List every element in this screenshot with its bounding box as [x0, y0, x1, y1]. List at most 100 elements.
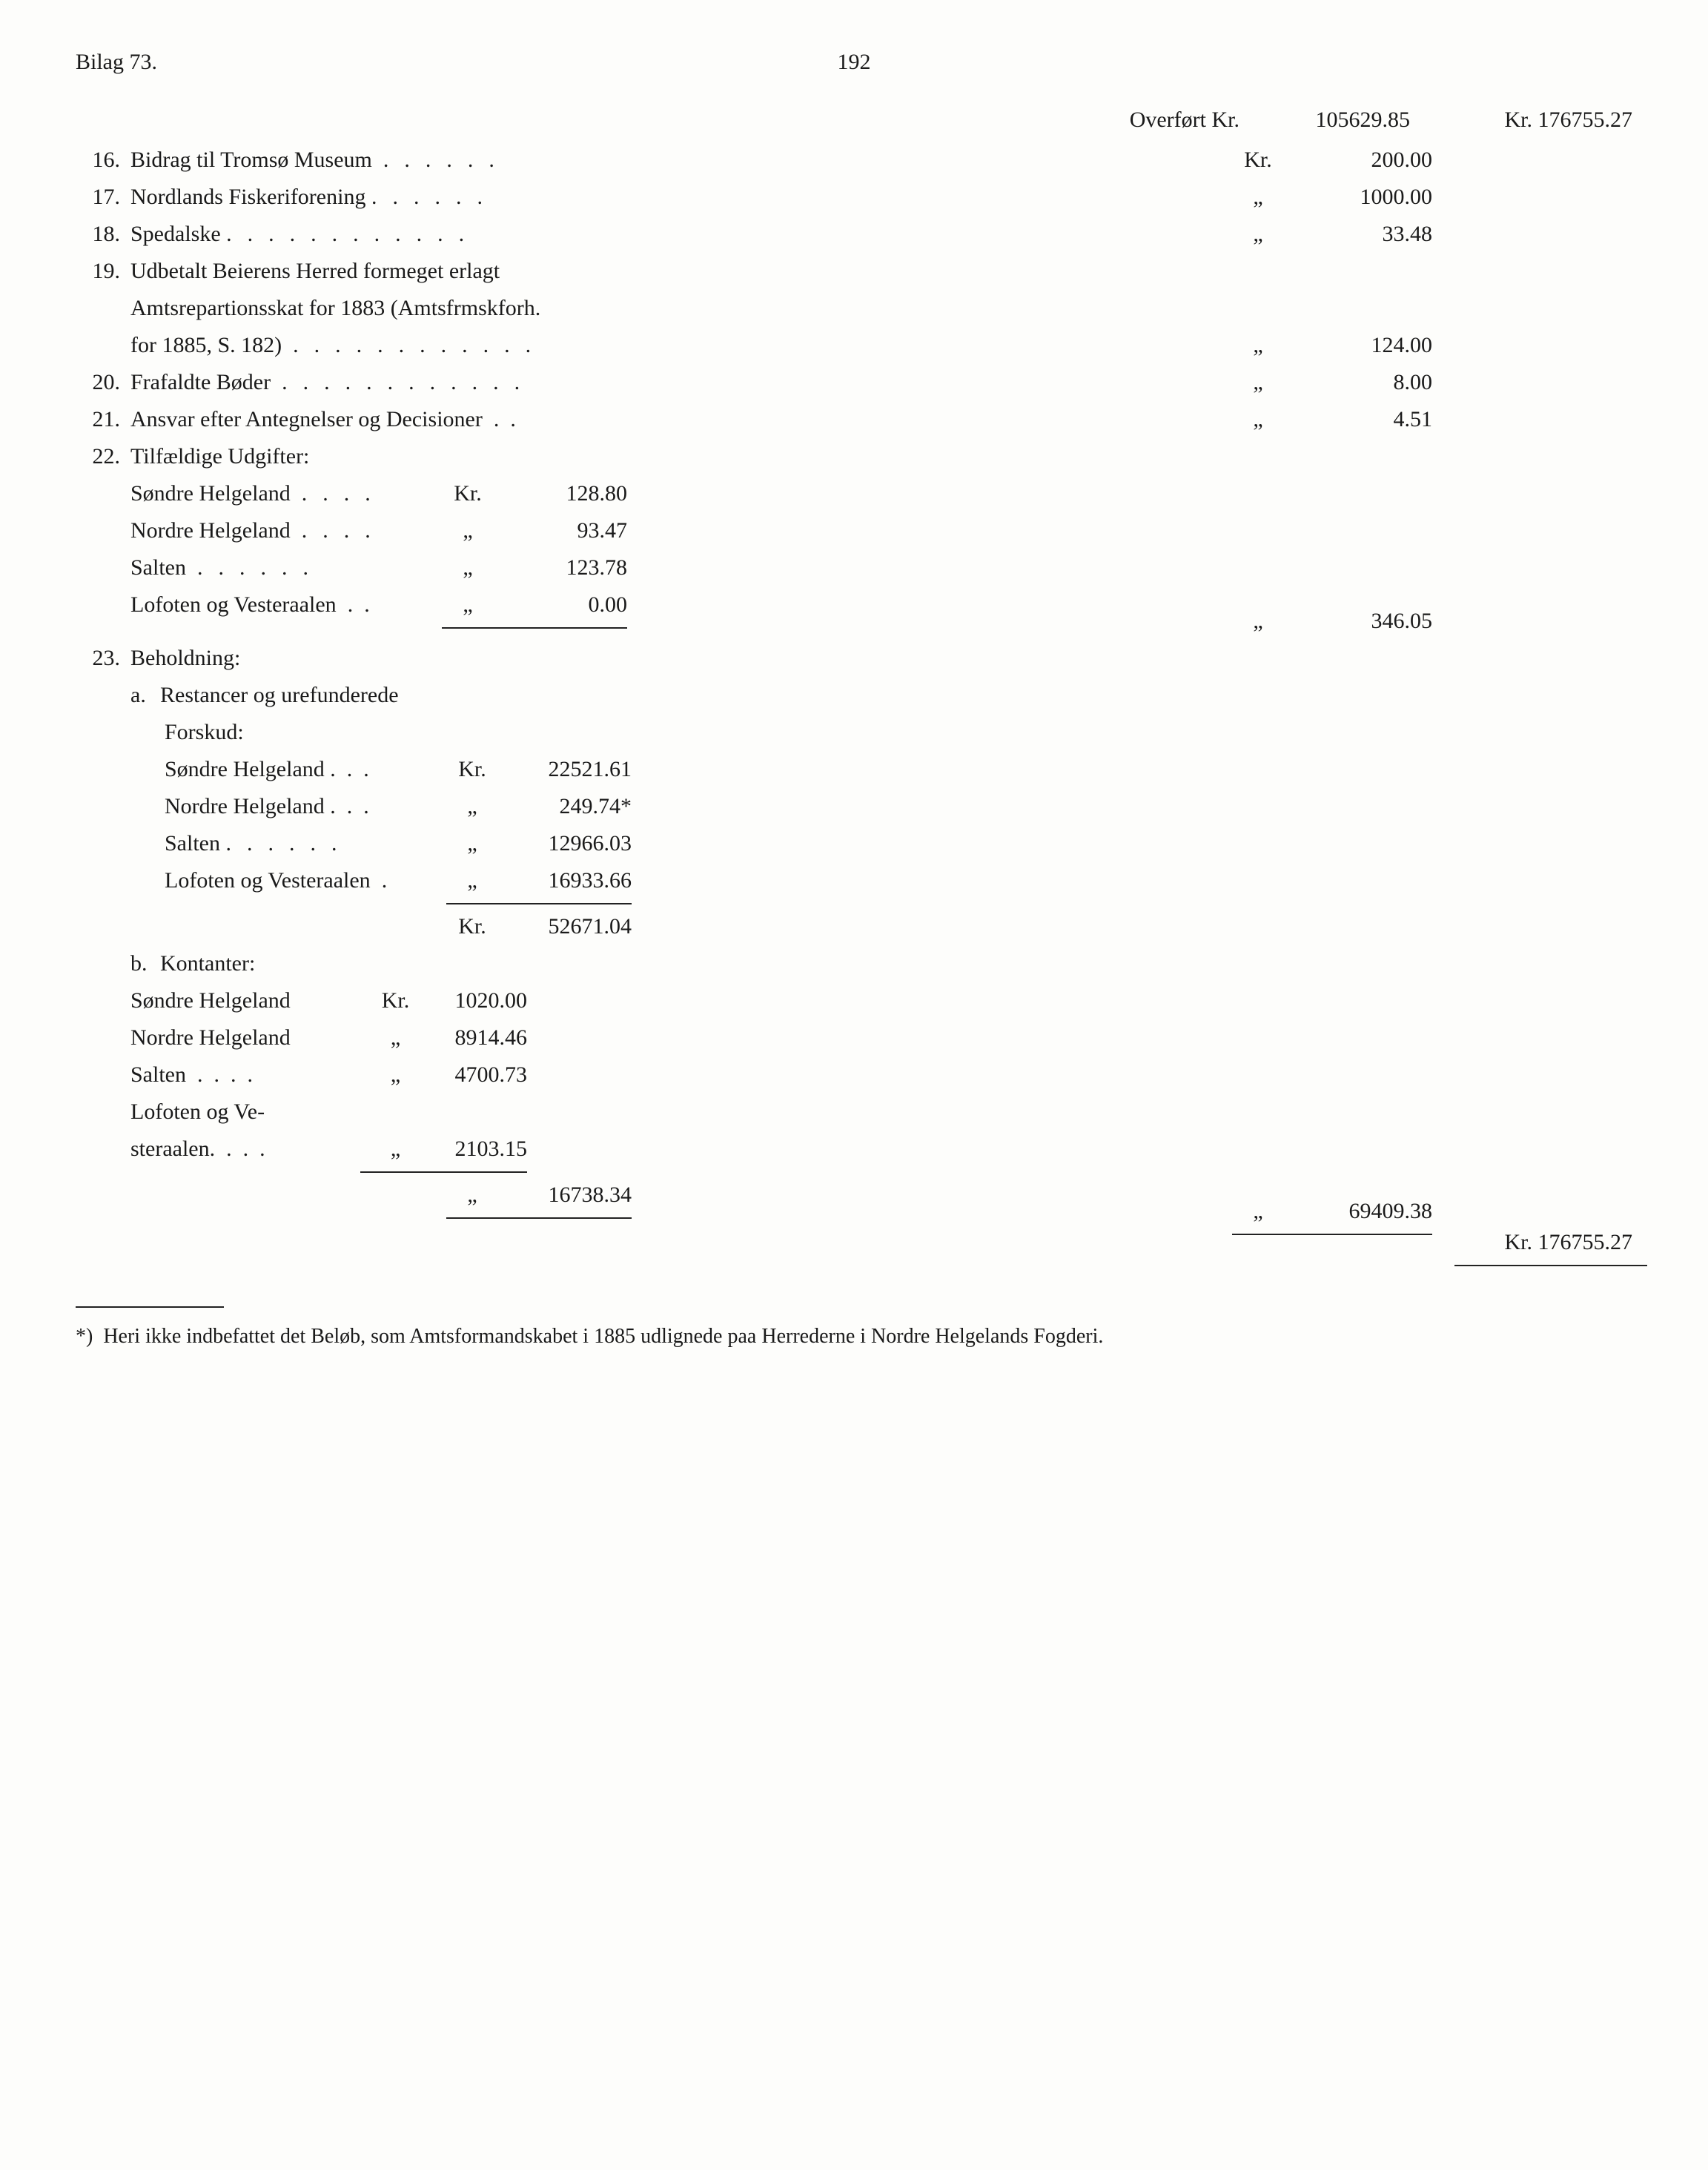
sub-amount: 1020.00 [416, 983, 527, 1019]
sub-amount: 22521.61 [498, 752, 632, 787]
sub-amount: 123.78 [494, 550, 627, 586]
row-curr: „ [1232, 328, 1284, 363]
sub-curr: Kr. [446, 909, 498, 945]
sub-desc: Salten [165, 826, 446, 861]
leader-dots [197, 555, 310, 580]
row-20: 20. Frafaldte Bøder „ 8.00 [76, 365, 1632, 400]
sub-curr: „ [375, 1020, 416, 1056]
sub-desc: Nordre Helgeland [130, 513, 442, 549]
row-23a-2: Nordre Helgeland . . . „ 249.74* [76, 789, 1632, 824]
row-23b-title: b. Kontanter: [76, 946, 1632, 982]
row-num: 17. [76, 179, 130, 215]
sub-title: Restancer og urefunderede [160, 678, 399, 713]
row-desc-text: Spedalske [130, 222, 221, 246]
sub-curr: „ [446, 789, 498, 824]
grand-rule [1454, 1265, 1647, 1266]
row-num: 18. [76, 216, 130, 252]
carried-forward-right: Kr. 176755.27 [1440, 102, 1632, 138]
row-23b-rule [76, 1168, 1632, 1176]
footnote-mark: *) [76, 1325, 93, 1348]
row-desc-text: Ansvar efter Antegnelser og Decisioner [130, 407, 483, 431]
row-curr: „ [1232, 179, 1284, 215]
sub-desc: Lofoten og Vesteraalen . [165, 863, 446, 899]
row-num: 22. [76, 439, 130, 474]
row-23a-rule [76, 900, 1632, 907]
row-num: 16. [76, 142, 130, 178]
sub-amount: 0.00 [494, 587, 627, 623]
footnote-rule [76, 1306, 224, 1308]
leader-dots [302, 481, 372, 506]
grand-total: Kr. 176755.27 [1454, 1225, 1632, 1260]
row-22-sub3: Salten „ 123.78 [76, 550, 1632, 586]
leader-dots [282, 370, 521, 394]
leader-dots [371, 185, 484, 209]
footnote: *) Heri ikke indbefattet det Beløb, som … [76, 1321, 1551, 1352]
carried-forward-mid: 105629.85 [1239, 102, 1410, 138]
subtotal-rule [442, 627, 627, 629]
row-23b-4b: steraalen. . . . „ 2103.15 [76, 1131, 1632, 1167]
leader-dots [293, 333, 532, 357]
sub-amount: 93.47 [494, 513, 627, 549]
sub-desc: Salten . . . . [130, 1057, 375, 1093]
row-23a-1: Søndre Helgeland . . . Kr. 22521.61 [76, 752, 1632, 787]
row-desc: Tilfældige Udgifter: [130, 439, 1232, 474]
sub-amount: 128.80 [494, 476, 627, 512]
column-rule [1232, 1234, 1432, 1235]
sub-curr: „ [375, 1131, 416, 1167]
sub-desc: Nordre Helgeland . . . [165, 789, 446, 824]
sub-letter: b. [130, 946, 160, 982]
carried-forward-row: Overført Kr. 105629.85 Kr. 176755.27 [76, 102, 1632, 138]
sub-desc: Nordre Helgeland [130, 1020, 375, 1056]
row-23a-title1: a. Restancer og urefunderede [76, 678, 1632, 713]
row-desc-text: Bidrag til Tromsø Museum [130, 148, 372, 172]
sub-desc: Lofoten og Ve- [130, 1094, 375, 1130]
row-curr: „ [1232, 1194, 1284, 1229]
row-desc: Nordlands Fiskeriforening [130, 179, 1232, 215]
grand-total-amount: 176755.27 [1538, 1230, 1633, 1254]
carried-forward-right-amt: 176755.27 [1538, 107, 1633, 132]
row-desc-text: for 1885, S. 182) [130, 333, 282, 357]
grand-total-label: Kr. [1505, 1230, 1533, 1254]
row-amount: 4.51 [1284, 402, 1432, 437]
row-num: 23. [76, 641, 130, 676]
sub-amount: 16738.34 [498, 1177, 632, 1213]
sub-amount: 4700.73 [416, 1057, 527, 1093]
row-num: 20. [76, 365, 130, 400]
row-23a-3: Salten „ 12966.03 [76, 826, 1632, 861]
sub-amount: 52671.04 [498, 909, 632, 945]
leader-dots [226, 831, 339, 856]
sub-letter: a. [130, 678, 160, 713]
row-desc: Ansvar efter Antegnelser og Decisioner .… [130, 402, 1232, 437]
sub-curr: „ [442, 513, 494, 549]
sub-desc: Søndre Helgeland . . . [165, 752, 446, 787]
carried-forward-right-label: Kr. [1505, 107, 1533, 132]
leader-dots [383, 148, 496, 172]
row-22-sub1: Søndre Helgeland Kr. 128.80 [76, 476, 1632, 512]
sub-desc: Lofoten og Vesteraalen . . [130, 587, 442, 623]
row-16: 16. Bidrag til Tromsø Museum Kr. 200.00 [76, 142, 1632, 178]
leader-dots [226, 222, 466, 246]
row-curr: „ [1232, 365, 1284, 400]
page: Bilag 73. 192 x Overført Kr. 105629.85 K… [76, 44, 1632, 1352]
row-23b-2: Nordre Helgeland „ 8914.46 [76, 1020, 1632, 1056]
sub-curr: Kr. [442, 476, 494, 512]
row-amount: 69409.38 [1284, 1194, 1432, 1229]
row-amount: 346.05 [1284, 603, 1432, 639]
bilag-label: Bilag 73. [76, 44, 157, 80]
row-23-title: 23. Beholdning: [76, 641, 1632, 676]
sub-curr: „ [446, 863, 498, 899]
row-curr: „ [1232, 216, 1284, 252]
sub-curr: Kr. [375, 983, 416, 1019]
row-23b-1: Søndre Helgeland Kr. 1020.00 [76, 983, 1632, 1019]
row-19-line2: Amtsrepartionsskat for 1883 (Amtsfrmskfo… [76, 291, 1632, 326]
subtotal-rule [446, 1217, 632, 1219]
page-header: Bilag 73. 192 x [76, 44, 1632, 80]
sub-title: Kontanter: [160, 946, 255, 982]
sub-amount: 249.74* [498, 789, 632, 824]
row-desc: Amtsrepartionsskat for 1883 (Amtsfrmskfo… [130, 291, 1232, 326]
row-curr: „ [1232, 603, 1284, 639]
sub-amount: 12966.03 [498, 826, 632, 861]
row-23b-4a: Lofoten og Ve- [76, 1094, 1632, 1130]
sub-curr: „ [446, 826, 498, 861]
row-21: 21. Ansvar efter Antegnelser og Decision… [76, 402, 1632, 437]
